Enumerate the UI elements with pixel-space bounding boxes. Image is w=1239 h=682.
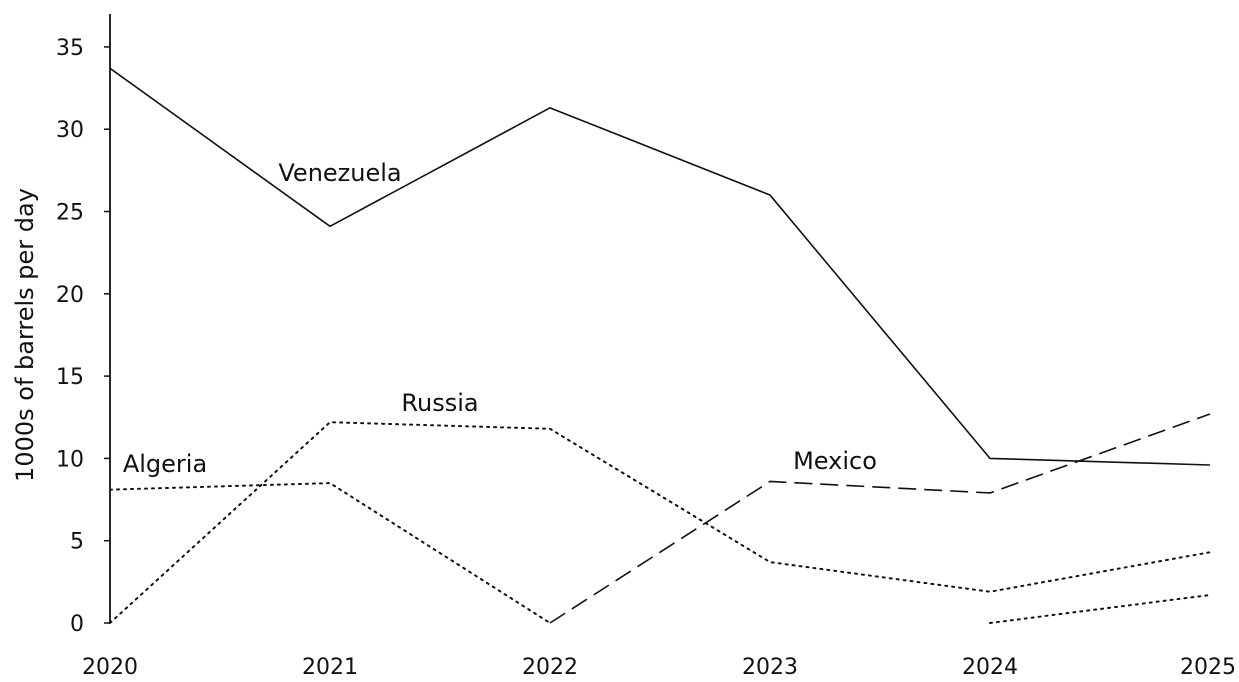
series-mexico [549,413,1211,624]
series-label-group: Venezuela Russia Algeria Mexico [123,159,877,478]
y-tick-label-15: 15 [56,365,84,390]
series-algeria [109,482,1211,624]
x-tick-label-2022: 2022 [522,655,578,680]
y-tick-label-35: 35 [56,36,84,61]
x-tick-group: 2020 2021 2022 2023 2024 2025 [82,655,1236,680]
y-tick-label-10: 10 [56,447,84,472]
y-tick-label-30: 30 [56,118,84,143]
y-tick-label-0: 0 [70,612,84,637]
y-axis-title: 1000s of barrels per day [11,188,39,482]
x-tick-label-2021: 2021 [302,655,358,680]
y-tick-group: 0 5 10 15 20 25 30 35 [56,36,110,637]
series-group [109,67,1211,624]
series-label-russia: Russia [401,389,478,417]
series-line-algeria-0 [109,482,551,624]
x-tick-label-2025: 2025 [1180,655,1236,680]
series-venezuela [109,67,1211,466]
x-tick-label-2020: 2020 [82,655,138,680]
x-tick-label-2024: 2024 [962,655,1018,680]
y-tick-label-20: 20 [56,283,84,308]
series-line-russia-0 [109,421,1211,624]
series-line-mexico-0 [549,413,1211,624]
x-tick-label-2023: 2023 [742,655,798,680]
series-label-algeria: Algeria [123,450,207,478]
y-tick-label-5: 5 [70,530,84,555]
series-line-algeria-1 [989,594,1211,624]
series-line-venezuela-0 [109,67,1211,466]
series-label-mexico: Mexico [793,447,877,475]
series-russia [109,421,1211,624]
y-tick-label-25: 25 [56,201,84,226]
series-label-venezuela: Venezuela [278,159,401,187]
